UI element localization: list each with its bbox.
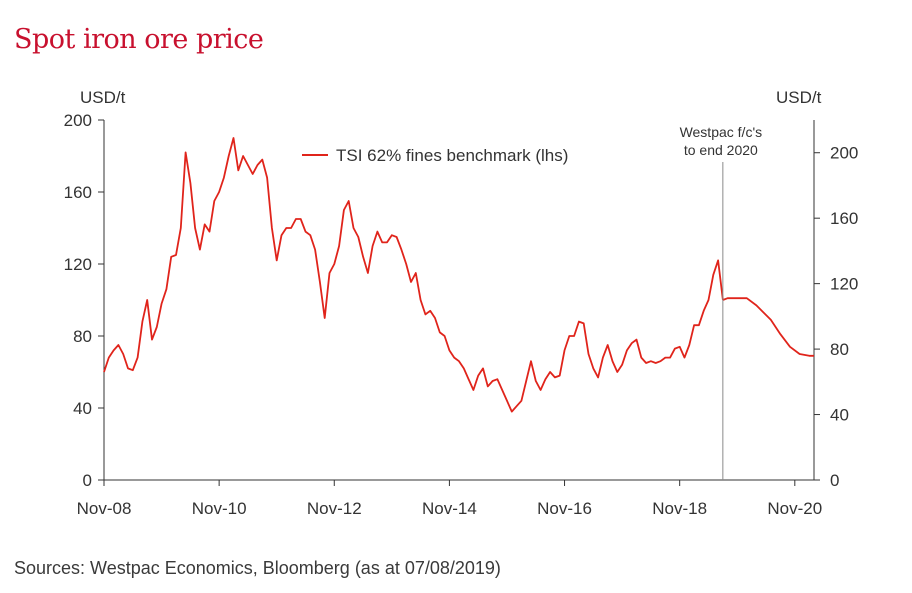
right-tick-label: 40 xyxy=(830,406,849,425)
right-axis-label: USD/t xyxy=(776,88,822,107)
left-axis-label: USD/t xyxy=(80,88,126,107)
right-tick-label: 0 xyxy=(830,471,839,490)
left-tick-label: 160 xyxy=(64,183,92,202)
ticks: 0 40 80 120 160 200 0 40 80 120 160 200 USD/t USD/t No… xyxy=(64,88,859,518)
series-lines xyxy=(103,137,814,413)
x-tick-label: Nov-16 xyxy=(537,499,592,518)
x-tick-label: Nov-12 xyxy=(307,499,362,518)
annotation: Westpac f/c's to end 2020 xyxy=(680,124,763,480)
right-tick-label: 160 xyxy=(830,209,858,228)
x-tick-label: Nov-18 xyxy=(652,499,707,518)
annotation-label-line2: to end 2020 xyxy=(684,142,758,158)
series-line-forecast xyxy=(722,297,814,357)
axes xyxy=(103,120,815,481)
right-tick-label: 80 xyxy=(830,340,849,359)
series-line-actual xyxy=(103,137,724,413)
legend: TSI 62% fines benchmark (lhs) xyxy=(302,146,568,165)
left-tick-label: 40 xyxy=(73,399,92,418)
x-tick-label: Nov-08 xyxy=(77,499,132,518)
right-tick-label: 120 xyxy=(830,275,858,294)
left-tick-label: 200 xyxy=(64,111,92,130)
x-tick-label: Nov-10 xyxy=(192,499,247,518)
chart: 0 40 80 120 160 200 0 40 80 120 160 200 USD/t USD/t No… xyxy=(64,88,859,518)
annotation-label-line1: Westpac f/c's xyxy=(680,124,763,140)
legend-label: TSI 62% fines benchmark (lhs) xyxy=(336,146,568,165)
left-tick-label: 0 xyxy=(83,471,92,490)
x-tick-label: Nov-20 xyxy=(767,499,822,518)
source-note: Sources: Westpac Economics, Bloomberg (a… xyxy=(14,558,501,578)
left-tick-label: 80 xyxy=(73,327,92,346)
x-tick-label: Nov-14 xyxy=(422,499,477,518)
left-tick-label: 120 xyxy=(64,255,92,274)
chart-title: Spot iron ore price xyxy=(14,24,264,55)
right-tick-label: 200 xyxy=(830,144,858,163)
